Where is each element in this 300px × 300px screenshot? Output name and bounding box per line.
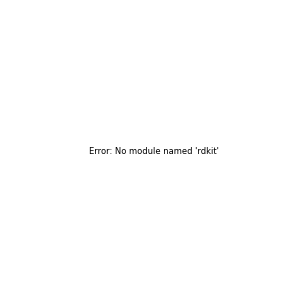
Text: Error: No module named 'rdkit': Error: No module named 'rdkit' [89, 147, 219, 156]
